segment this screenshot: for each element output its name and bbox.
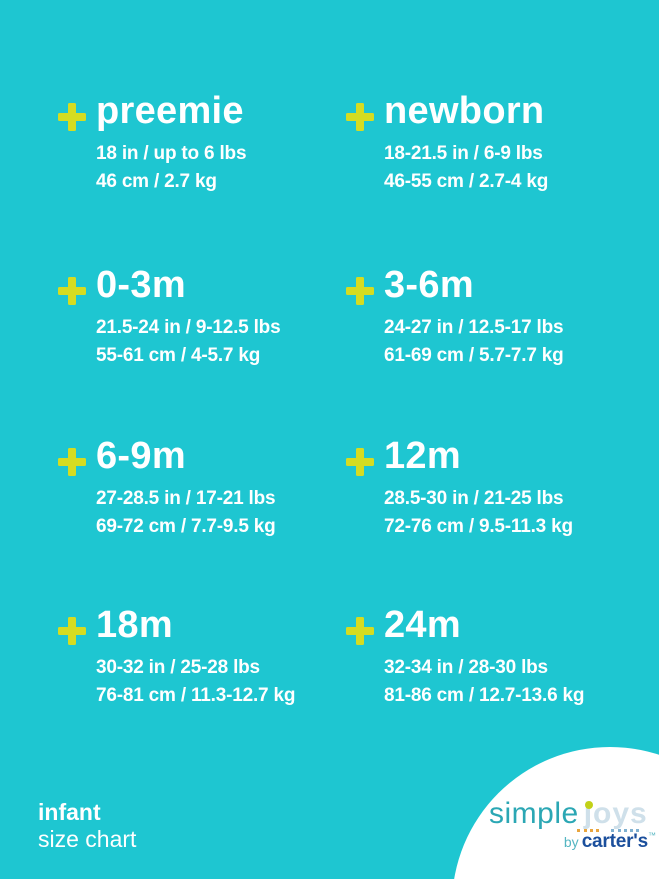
plus-icon: [346, 617, 374, 645]
size-entry-18m: 18m 30-32 in / 25-28 lbs 76-81 cm / 11.3…: [58, 602, 348, 710]
logo-dotted-underline: [577, 828, 639, 832]
size-label: 18m: [96, 604, 173, 646]
caption-title: infant: [38, 799, 101, 825]
size-metric: 46 cm / 2.7 kg: [96, 171, 217, 192]
dotted-line-right: [611, 828, 639, 832]
plus-icon: [346, 277, 374, 305]
size-imperial: 28.5-30 in / 21-25 lbs: [384, 488, 564, 509]
plus-icon: [58, 448, 86, 476]
plus-icon: [346, 448, 374, 476]
brand-logo: simple joys: [489, 797, 648, 831]
plus-icon: [346, 103, 374, 131]
size-metric: 55-61 cm / 4-5.7 kg: [96, 345, 261, 366]
size-entry-6-9m: 6-9m 27-28.5 in / 17-21 lbs 69-72 cm / 7…: [58, 433, 348, 541]
size-entry-24m: 24m 32-34 in / 28-30 lbs 81-86 cm / 12.7…: [346, 602, 636, 710]
caption-subtitle: size chart: [38, 826, 137, 852]
size-imperial: 24-27 in / 12.5-17 lbs: [384, 317, 564, 338]
size-label: 24m: [384, 604, 461, 646]
size-imperial: 32-34 in / 28-30 lbs: [384, 657, 548, 678]
size-metric: 46-55 cm / 2.7-4 kg: [384, 171, 549, 192]
size-metric: 69-72 cm / 7.7-9.5 kg: [96, 516, 276, 537]
plus-icon: [58, 103, 86, 131]
size-entry-preemie: preemie 18 in / up to 6 lbs 46 cm / 2.7 …: [58, 88, 348, 196]
logo-simple-text: simple: [489, 797, 579, 830]
size-entry-0-3m: 0-3m 21.5-24 in / 9-12.5 lbs 55-61 cm / …: [58, 262, 348, 370]
size-label: 3-6m: [384, 264, 474, 306]
size-imperial: 18 in / up to 6 lbs: [96, 143, 247, 164]
logo-by-text: by: [563, 834, 579, 850]
size-metric: 61-69 cm / 5.7-7.7 kg: [384, 345, 564, 366]
size-entry-12m: 12m 28.5-30 in / 21-25 lbs 72-76 cm / 9.…: [346, 433, 636, 541]
size-imperial: 21.5-24 in / 9-12.5 lbs: [96, 317, 281, 338]
logo-joys-text: joys: [584, 797, 648, 830]
plus-icon: [58, 277, 86, 305]
chart-caption: infant size chart: [38, 799, 136, 852]
size-label: 12m: [384, 435, 461, 477]
dotted-line-left: [577, 828, 599, 832]
brand-byline: by carter's™: [486, 826, 656, 853]
size-label: 0-3m: [96, 264, 186, 306]
size-metric: 81-86 cm / 12.7-13.6 kg: [384, 685, 585, 706]
size-label: newborn: [384, 90, 545, 132]
size-label: 6-9m: [96, 435, 186, 477]
logo-j-dot-icon: [584, 801, 593, 809]
size-metric: 72-76 cm / 9.5-11.3 kg: [384, 516, 573, 537]
logo-carters-text: carter's: [581, 831, 649, 852]
size-imperial: 30-32 in / 25-28 lbs: [96, 657, 260, 678]
logo-joys-word: joys: [583, 797, 648, 830]
size-imperial: 27-28.5 in / 17-21 lbs: [96, 488, 276, 509]
size-entry-newborn: newborn 18-21.5 in / 6-9 lbs 46-55 cm / …: [346, 88, 636, 196]
size-imperial: 18-21.5 in / 6-9 lbs: [384, 143, 543, 164]
size-metric: 76-81 cm / 11.3-12.7 kg: [96, 685, 296, 706]
size-entry-3-6m: 3-6m 24-27 in / 12.5-17 lbs 61-69 cm / 5…: [346, 262, 636, 370]
size-label: preemie: [96, 90, 244, 132]
logo-trademark: ™: [648, 831, 656, 840]
plus-icon: [58, 617, 86, 645]
